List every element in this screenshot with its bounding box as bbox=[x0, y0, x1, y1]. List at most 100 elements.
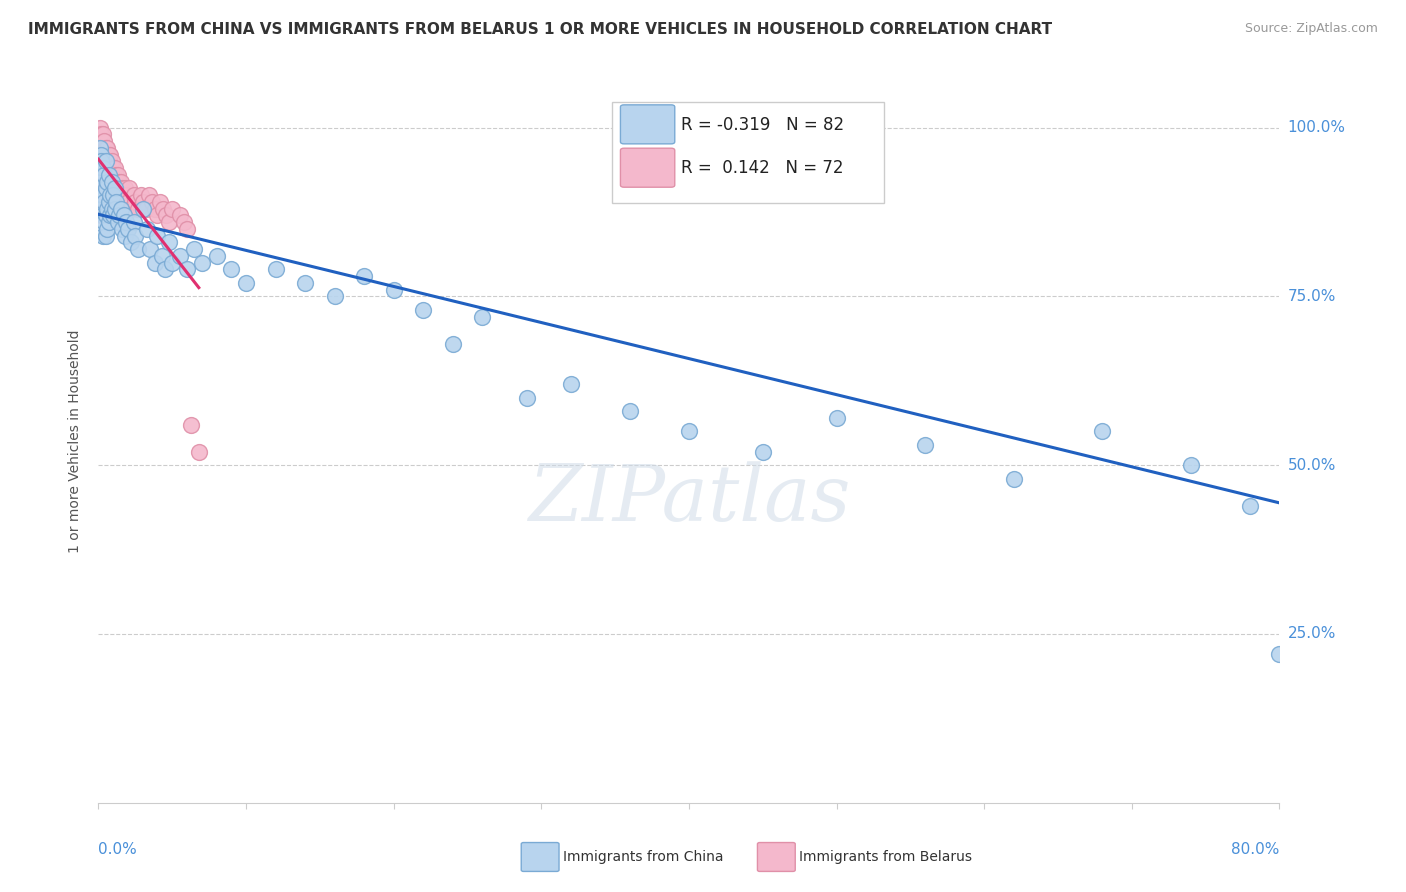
Point bbox=[221, 262, 243, 277]
Point bbox=[91, 147, 114, 161]
Point bbox=[107, 168, 129, 182]
Point bbox=[90, 128, 112, 142]
Point bbox=[89, 154, 111, 169]
Point bbox=[93, 215, 115, 229]
Point bbox=[169, 249, 191, 263]
Point bbox=[103, 161, 125, 175]
Point bbox=[105, 194, 128, 209]
Point bbox=[111, 181, 134, 195]
Y-axis label: 1 or more Vehicles in Household: 1 or more Vehicles in Household bbox=[69, 330, 83, 553]
Point bbox=[97, 215, 120, 229]
Point bbox=[205, 249, 228, 263]
Point bbox=[112, 208, 135, 222]
Point bbox=[1002, 472, 1025, 486]
Point bbox=[382, 283, 405, 297]
Text: Source: ZipAtlas.com: Source: ZipAtlas.com bbox=[1244, 22, 1378, 36]
Point bbox=[94, 208, 117, 222]
Point bbox=[176, 222, 198, 236]
Point bbox=[120, 202, 142, 216]
Point bbox=[98, 147, 121, 161]
Point bbox=[89, 141, 111, 155]
Point bbox=[93, 194, 115, 209]
Point bbox=[91, 208, 114, 222]
Point bbox=[187, 444, 209, 458]
Point bbox=[100, 154, 122, 169]
Point bbox=[103, 208, 125, 222]
Point bbox=[98, 188, 121, 202]
Point bbox=[153, 262, 176, 277]
Point bbox=[90, 202, 112, 216]
Point bbox=[104, 181, 127, 195]
Point bbox=[176, 262, 198, 277]
Point bbox=[96, 202, 118, 216]
Point bbox=[105, 168, 128, 182]
Point bbox=[89, 141, 111, 155]
Point bbox=[157, 215, 180, 229]
Point bbox=[100, 202, 122, 216]
Point bbox=[173, 215, 195, 229]
Point bbox=[104, 202, 127, 216]
Point bbox=[110, 202, 132, 216]
Point bbox=[91, 208, 114, 222]
Text: 0.0%: 0.0% bbox=[98, 842, 138, 856]
Text: IMMIGRANTS FROM CHINA VS IMMIGRANTS FROM BELARUS 1 OR MORE VEHICLES IN HOUSEHOLD: IMMIGRANTS FROM CHINA VS IMMIGRANTS FROM… bbox=[28, 22, 1052, 37]
Point bbox=[155, 208, 177, 222]
Point bbox=[112, 188, 135, 202]
Point bbox=[91, 188, 114, 202]
Point bbox=[108, 175, 131, 189]
Point bbox=[264, 262, 287, 277]
Point bbox=[96, 161, 118, 175]
Point bbox=[94, 161, 117, 175]
Point bbox=[90, 154, 112, 169]
Point bbox=[752, 444, 775, 458]
Point bbox=[94, 228, 117, 243]
Point bbox=[107, 215, 129, 229]
Point bbox=[516, 391, 538, 405]
Point bbox=[122, 215, 145, 229]
Point bbox=[141, 194, 163, 209]
Point bbox=[115, 215, 138, 229]
Point bbox=[825, 411, 848, 425]
Point bbox=[103, 181, 125, 195]
Point bbox=[471, 310, 494, 324]
Point bbox=[97, 168, 120, 182]
Point bbox=[94, 202, 117, 216]
Point bbox=[91, 128, 114, 142]
Point bbox=[127, 242, 149, 256]
Point bbox=[89, 175, 111, 189]
Text: 100.0%: 100.0% bbox=[1288, 120, 1346, 135]
Point bbox=[115, 188, 138, 202]
Point bbox=[111, 222, 134, 236]
Point bbox=[108, 208, 131, 222]
Point bbox=[441, 336, 464, 351]
Point bbox=[120, 235, 142, 250]
Text: 75.0%: 75.0% bbox=[1288, 289, 1336, 304]
Point bbox=[89, 168, 111, 182]
Point bbox=[97, 168, 120, 182]
Point bbox=[96, 175, 118, 189]
Point bbox=[129, 188, 152, 202]
Point bbox=[90, 208, 112, 222]
Point bbox=[98, 208, 121, 222]
Point bbox=[143, 255, 166, 269]
Point bbox=[183, 242, 205, 256]
Point bbox=[135, 202, 157, 216]
Point bbox=[117, 194, 139, 209]
Point bbox=[91, 161, 114, 175]
Point bbox=[162, 202, 183, 216]
Point bbox=[136, 222, 159, 236]
Point bbox=[118, 181, 141, 195]
Point bbox=[132, 194, 155, 209]
Point bbox=[1298, 113, 1320, 128]
Point bbox=[93, 194, 115, 209]
Point bbox=[1268, 647, 1291, 661]
Point bbox=[104, 161, 127, 175]
Point bbox=[124, 228, 146, 243]
Point bbox=[90, 188, 112, 202]
Point bbox=[353, 269, 375, 284]
Point bbox=[90, 175, 112, 189]
Point bbox=[139, 242, 162, 256]
Point bbox=[91, 188, 114, 202]
FancyBboxPatch shape bbox=[612, 102, 884, 203]
Point bbox=[94, 181, 117, 195]
